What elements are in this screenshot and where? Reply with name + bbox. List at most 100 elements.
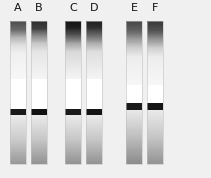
Bar [86,58,102,59]
Bar [86,63,102,64]
Bar [126,159,142,160]
Bar [126,46,142,47]
Bar [147,137,163,138]
Bar [126,64,142,65]
Bar [147,46,163,47]
Bar [147,125,163,126]
Bar [126,57,142,58]
Bar [31,138,47,139]
Bar [126,147,142,148]
Bar [65,143,81,144]
Bar [126,124,142,125]
Bar [147,40,163,41]
Bar [147,131,163,132]
Bar [86,47,102,48]
Bar [10,144,26,145]
Bar [126,148,142,149]
Bar [86,153,102,154]
Bar [126,23,142,24]
Bar [31,152,47,153]
Bar [31,73,47,74]
Bar [65,117,81,118]
Bar [147,140,163,141]
Bar [31,142,47,143]
Bar [10,72,26,73]
Bar [10,28,26,29]
Bar [31,125,47,126]
Bar [147,58,163,59]
Bar [147,39,163,40]
Bar [65,109,81,115]
Bar [65,137,81,138]
Bar [31,27,47,28]
Bar [31,24,47,25]
Bar [65,76,81,77]
Bar [10,21,26,22]
Bar [65,40,81,41]
Bar [31,128,47,129]
Bar [10,35,26,36]
Bar [126,72,142,73]
Bar [10,43,26,44]
Bar [10,73,26,74]
Bar [10,34,26,35]
Bar [147,112,163,113]
Bar [86,32,102,33]
Bar [10,40,26,41]
Bar [10,67,26,68]
Bar [31,63,47,64]
Bar [31,52,47,53]
Bar [65,151,81,152]
Bar [31,144,47,145]
Bar [86,30,102,31]
Bar [86,26,102,27]
Bar [31,74,47,75]
Bar [31,143,47,144]
Bar [10,64,26,65]
Bar [126,71,142,72]
Bar [65,72,81,73]
Bar [86,127,102,128]
Bar [10,120,26,121]
Bar [147,142,163,143]
Bar [147,40,163,41]
Bar [147,33,163,34]
Bar [31,129,47,130]
Bar [147,76,163,77]
Bar [86,126,102,127]
Bar [10,160,26,161]
Bar [65,38,81,39]
Bar [147,143,163,144]
Bar [86,155,102,156]
Bar [65,154,81,155]
Bar [126,76,142,77]
Bar [65,121,81,122]
Bar [86,75,102,76]
Bar [126,42,142,43]
Bar [86,151,102,152]
Bar [86,122,102,123]
Bar [86,141,102,142]
Bar [86,34,102,35]
Bar [10,152,26,153]
Bar [65,138,81,139]
Bar [147,60,163,61]
Bar [10,22,26,23]
Bar [86,137,102,138]
Bar [126,35,142,36]
Bar [86,129,102,130]
Bar [126,154,142,155]
Bar [126,110,142,111]
Bar [147,57,163,58]
Bar [65,73,81,74]
Bar [126,24,142,25]
Bar [10,42,26,43]
Bar [65,120,81,121]
Bar [10,61,26,62]
Bar [86,53,102,54]
Bar [147,144,163,145]
Bar [10,45,26,46]
Bar [10,21,26,164]
Bar [10,161,26,162]
Bar [126,150,142,151]
